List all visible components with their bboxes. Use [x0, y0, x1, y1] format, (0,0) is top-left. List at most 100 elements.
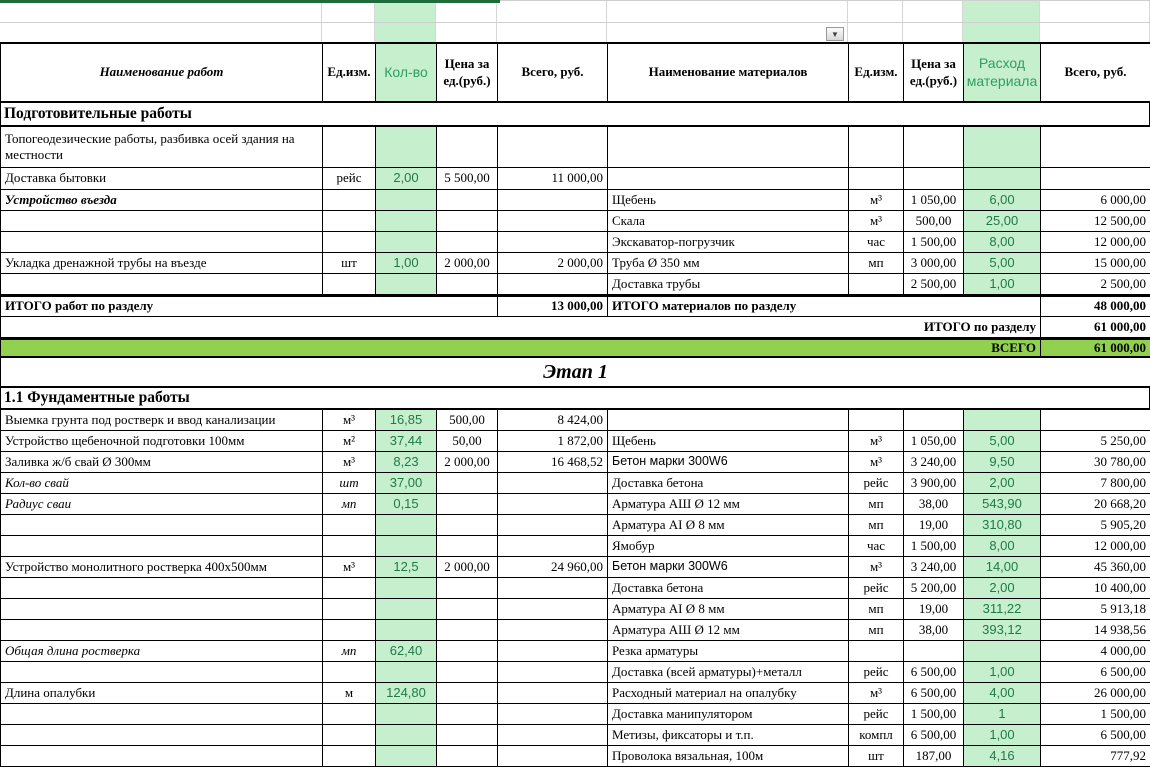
cell-m_name[interactable]: Арматура АШ Ø 12 мм	[608, 620, 849, 640]
empty-cell-m_unit[interactable]	[848, 23, 903, 42]
cell-m_total[interactable]: 5 250,00	[1041, 431, 1150, 451]
header-w_name[interactable]: Наименование работ	[1, 44, 323, 101]
header-w_qty[interactable]: Кол-во	[376, 44, 437, 101]
cell-m_name[interactable]: Щебень	[608, 431, 849, 451]
cell-w_name[interactable]: Устройство щебеночной подготовки 100мм	[1, 431, 323, 451]
cell-m_name[interactable]	[608, 168, 849, 189]
cell-w_name[interactable]: Длина опалубки	[1, 683, 323, 703]
cell-m_unit[interactable]: компл	[849, 725, 904, 745]
cell-w_unit[interactable]	[323, 127, 376, 167]
cell-m_total[interactable]: 2 500,00	[1041, 274, 1150, 294]
cell-m_price[interactable]: 1 050,00	[904, 190, 964, 210]
cell-w_qty[interactable]	[376, 599, 437, 619]
cell-m_unit[interactable]: мп	[849, 515, 904, 535]
cell-w_unit[interactable]	[323, 704, 376, 724]
cell-m_total[interactable]: 12 500,00	[1041, 211, 1150, 231]
cell-m_total[interactable]: 7 800,00	[1041, 473, 1150, 493]
cell-m_price[interactable]: 500,00	[904, 211, 964, 231]
cell-w_qty[interactable]	[376, 662, 437, 682]
cell-w_price[interactable]	[437, 578, 498, 598]
cell-w_qty[interactable]: 37,00	[376, 473, 437, 493]
cell-w_price[interactable]	[437, 232, 498, 252]
cell-m_total[interactable]	[1041, 127, 1150, 167]
cell-m_total[interactable]: 20 668,20	[1041, 494, 1150, 514]
cell-m_price[interactable]: 38,00	[904, 494, 964, 514]
empty-cell-w_qty[interactable]	[375, 1, 436, 22]
section-title[interactable]: Подготовительные работы	[1, 103, 1150, 125]
cell-m_total[interactable]: 12 000,00	[1041, 536, 1150, 556]
cell-m_qty[interactable]: 1,00	[964, 725, 1041, 745]
cell-w_name[interactable]	[1, 211, 323, 231]
cell-m_name[interactable]	[608, 410, 849, 430]
cell-w_total[interactable]: 8 424,00	[498, 410, 608, 430]
cell-m_name[interactable]: Арматура АI Ø 8 мм	[608, 599, 849, 619]
cell-w_name[interactable]: Устройство въезда	[1, 190, 323, 210]
cell-w_total[interactable]: 2 000,00	[498, 253, 608, 273]
empty-cell-m_qty[interactable]	[963, 23, 1040, 42]
cell-m_name[interactable]: Доставка манипулятором	[608, 704, 849, 724]
cell-m_qty[interactable]: 543,90	[964, 494, 1041, 514]
cell-w_unit[interactable]: шт	[323, 473, 376, 493]
cell-w_unit[interactable]	[323, 725, 376, 745]
cell-w_name[interactable]: Выемка грунта под ростверк и ввод канали…	[1, 410, 323, 430]
cell-w_price[interactable]	[437, 536, 498, 556]
empty-cell-m_price[interactable]	[903, 1, 963, 22]
cell-w_total[interactable]	[498, 725, 608, 745]
cell-m_qty[interactable]: 393,12	[964, 620, 1041, 640]
cell-m_total[interactable]: 30 780,00	[1041, 452, 1150, 472]
cell-m_total[interactable]: 5 905,20	[1041, 515, 1150, 535]
cell-m_unit[interactable]	[849, 274, 904, 294]
empty-cell-w_price[interactable]	[436, 1, 497, 22]
cell-m_name[interactable]: Проволока вязальная, 100м	[608, 746, 849, 766]
cell-m_unit[interactable]	[849, 410, 904, 430]
empty-cell-m_name[interactable]	[607, 1, 848, 22]
cell-m_qty[interactable]: 1	[964, 704, 1041, 724]
empty-cell-w_qty[interactable]	[375, 23, 436, 42]
cell-w_qty[interactable]: 0,15	[376, 494, 437, 514]
cell-w_name[interactable]	[1, 725, 323, 745]
cell-m_name[interactable]: Резка арматуры	[608, 641, 849, 661]
empty-cell-m_total[interactable]	[1040, 1, 1150, 22]
cell-w_total[interactable]: 24 960,00	[498, 557, 608, 577]
cell-m_unit[interactable]: м³	[849, 683, 904, 703]
cell-w_name[interactable]	[1, 704, 323, 724]
cell-w_name[interactable]: Укладка дренажной трубы на въезде	[1, 253, 323, 273]
empty-cell-w_unit[interactable]	[322, 23, 375, 42]
cell-w_price[interactable]	[437, 599, 498, 619]
cell-m_qty[interactable]: 5,00	[964, 253, 1041, 273]
cell-w_unit[interactable]	[323, 232, 376, 252]
cell-w_unit[interactable]	[323, 190, 376, 210]
total-materials-value[interactable]: 48 000,00	[1041, 297, 1150, 316]
cell-m_unit[interactable]: м³	[849, 431, 904, 451]
cell-m_price[interactable]: 1 500,00	[904, 232, 964, 252]
cell-w_unit[interactable]: шт	[323, 253, 376, 273]
cell-m_qty[interactable]: 8,00	[964, 232, 1041, 252]
cell-m_total[interactable]: 15 000,00	[1041, 253, 1150, 273]
cell-w_total[interactable]: 16 468,52	[498, 452, 608, 472]
cell-w_qty[interactable]	[376, 536, 437, 556]
grand-label[interactable]: ВСЕГО	[1, 340, 1041, 356]
cell-w_qty[interactable]	[376, 704, 437, 724]
cell-w_qty[interactable]	[376, 578, 437, 598]
cell-w_total[interactable]	[498, 599, 608, 619]
cell-w_total[interactable]	[498, 536, 608, 556]
cell-w_total[interactable]	[498, 578, 608, 598]
empty-cell-m_name[interactable]	[607, 23, 848, 42]
cell-w_total[interactable]	[498, 232, 608, 252]
cell-m_qty[interactable]: 25,00	[964, 211, 1041, 231]
cell-m_qty[interactable]: 311,22	[964, 599, 1041, 619]
cell-m_total[interactable]: 777,92	[1041, 746, 1150, 766]
header-m_price[interactable]: Цена за ед.(руб.)	[904, 44, 964, 101]
cell-m_unit[interactable]: м³	[849, 211, 904, 231]
cell-w_name[interactable]	[1, 578, 323, 598]
cell-m_total[interactable]: 10 400,00	[1041, 578, 1150, 598]
cell-m_name[interactable]: Скала	[608, 211, 849, 231]
cell-w_unit[interactable]: м²	[323, 431, 376, 451]
cell-w_qty[interactable]: 12,5	[376, 557, 437, 577]
cell-w_name[interactable]: Общая длина ростверка	[1, 641, 323, 661]
cell-m_unit[interactable]: рейс	[849, 578, 904, 598]
cell-m_price[interactable]: 3 000,00	[904, 253, 964, 273]
autofilter-dropdown-icon[interactable]: ▼	[826, 27, 844, 41]
cell-m_qty[interactable]: 14,00	[964, 557, 1041, 577]
cell-w_name[interactable]	[1, 536, 323, 556]
